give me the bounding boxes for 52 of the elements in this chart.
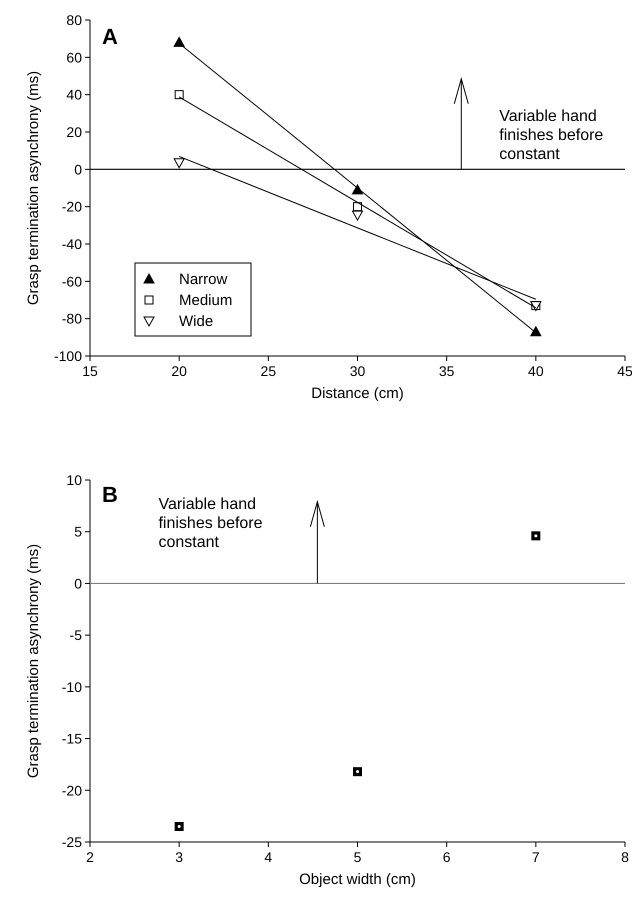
point xyxy=(174,36,185,47)
point xyxy=(353,767,362,776)
y-tick-label: -25 xyxy=(62,834,82,850)
y-tick-label: 10 xyxy=(66,472,82,488)
y-tick-label: 0 xyxy=(74,161,82,178)
legend-label: Narrow xyxy=(179,271,228,288)
x-tick-label: 3 xyxy=(175,849,184,865)
x-tick-label: 7 xyxy=(532,849,540,865)
y-tick-label: -100 xyxy=(54,348,82,364)
point xyxy=(531,531,540,540)
y-tick-label: -20 xyxy=(62,782,82,798)
point xyxy=(174,822,184,831)
y-tick-label: -10 xyxy=(62,678,82,695)
y-tick-label: -40 xyxy=(62,236,82,252)
x-tick-label: 35 xyxy=(438,363,455,379)
x-tick-label: 6 xyxy=(442,849,451,865)
x-tick-label: 2 xyxy=(86,849,94,865)
legend-label: Wide xyxy=(179,313,214,330)
point xyxy=(530,326,542,336)
point xyxy=(352,184,363,194)
x-axis-title: Distance (cm) xyxy=(311,385,404,402)
y-axis-title: Grasp termination asynchrony (ms) xyxy=(25,70,42,306)
y-tick-label: -80 xyxy=(62,310,82,327)
y-tick-label: 20 xyxy=(66,124,82,140)
x-tick-label: 25 xyxy=(260,363,276,379)
y-tick-label: -5 xyxy=(70,627,82,644)
x-tick-label: 40 xyxy=(528,363,544,379)
point xyxy=(174,90,184,100)
y-axis-title: Grasp termination asynchrony (ms) xyxy=(25,544,42,778)
x-tick-label: 8 xyxy=(621,849,630,865)
y-tick-label: -20 xyxy=(62,198,82,215)
point xyxy=(352,210,363,221)
y-tick-label: -15 xyxy=(62,730,82,747)
y-tick-label: 5 xyxy=(74,524,82,540)
y-tick-label: 40 xyxy=(66,86,82,103)
y-tick-label: 0 xyxy=(74,575,82,592)
y-tick-label: 80 xyxy=(66,12,82,28)
y-tick-label: -60 xyxy=(62,273,82,290)
x-tick-label: 30 xyxy=(350,363,366,379)
point xyxy=(174,158,185,168)
x-tick-label: 15 xyxy=(82,363,98,379)
x-tick-label: 5 xyxy=(354,849,362,865)
x-tick-label: 45 xyxy=(617,363,633,379)
annotation: Variable hand finishes before constant xyxy=(499,108,604,163)
annotation: Variable hand finishes before constant xyxy=(158,496,263,551)
legend-label: Medium xyxy=(179,292,232,309)
chart-title: A xyxy=(102,24,118,49)
y-tick-label: 60 xyxy=(66,49,82,66)
x-tick-label: 20 xyxy=(171,363,188,379)
chart-title: B xyxy=(102,482,118,507)
x-tick-label: 4 xyxy=(264,849,272,865)
x-axis-title: Object width (cm) xyxy=(299,871,416,888)
